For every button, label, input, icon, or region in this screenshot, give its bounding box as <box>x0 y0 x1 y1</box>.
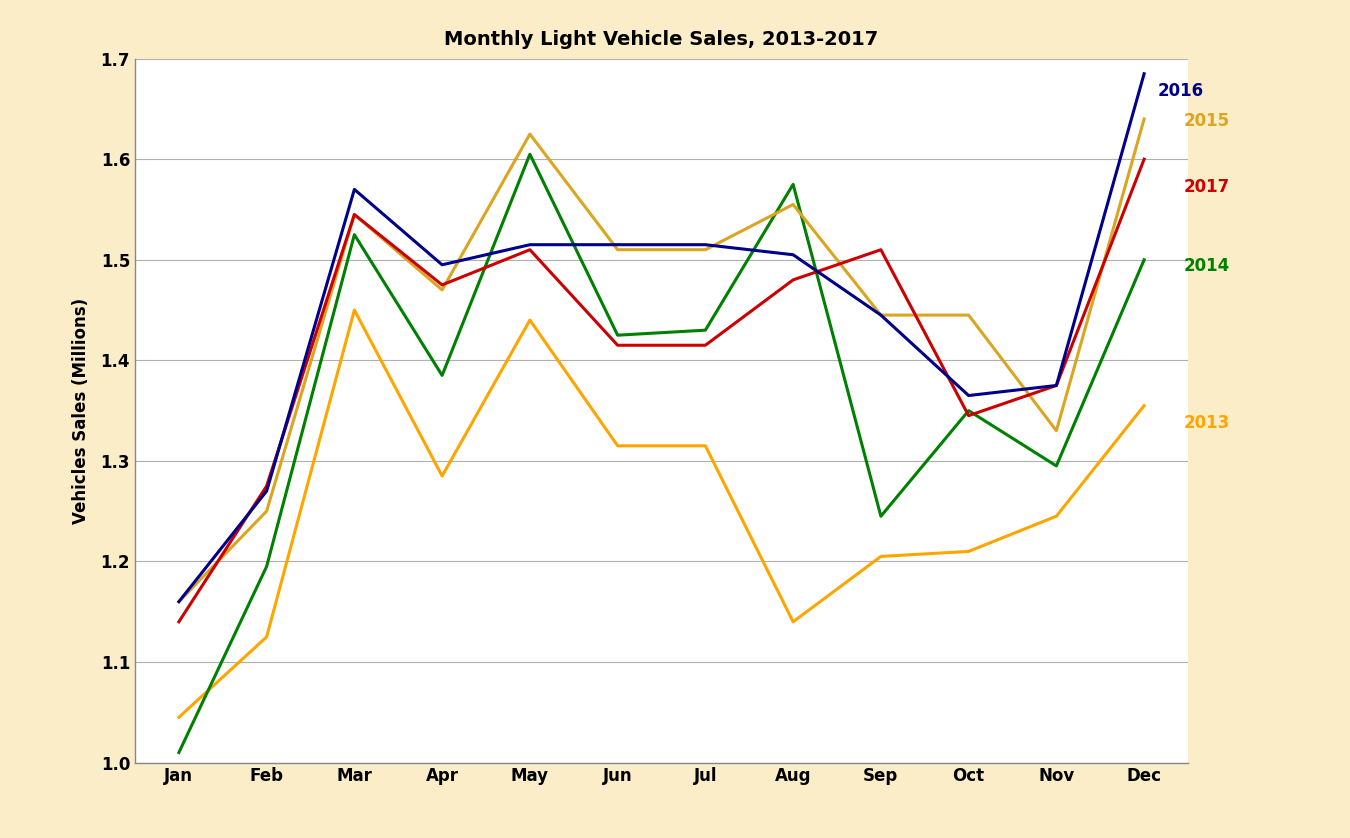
Text: 2015: 2015 <box>1184 112 1230 130</box>
Text: 2017: 2017 <box>1184 178 1230 196</box>
Text: 2014: 2014 <box>1184 256 1230 275</box>
Text: 2013: 2013 <box>1184 414 1230 432</box>
Y-axis label: Vehicles Sales (Millions): Vehicles Sales (Millions) <box>72 297 89 524</box>
Text: 2016: 2016 <box>1157 82 1203 100</box>
Title: Monthly Light Vehicle Sales, 2013-2017: Monthly Light Vehicle Sales, 2013-2017 <box>444 30 879 49</box>
